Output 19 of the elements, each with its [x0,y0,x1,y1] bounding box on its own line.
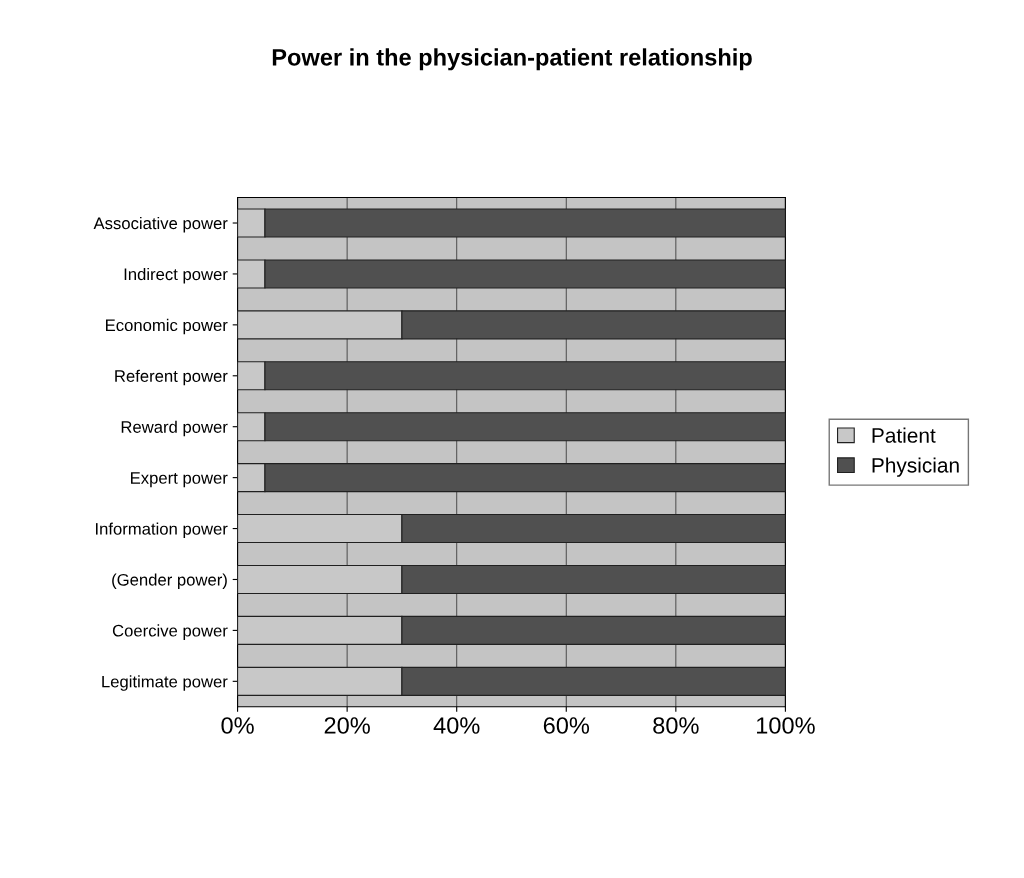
y-tick-label: Information power [96,522,228,539]
x-tick-label: 40% [433,717,480,734]
y-tick-label: Reward power [121,420,228,437]
x-tick-label: 0% [221,717,254,734]
y-tick-label: Associative power [93,216,228,233]
legend-label: Physician [872,457,959,477]
x-tick-label: 80% [653,717,699,734]
y-tick-label: Expert power [131,472,228,488]
x-tick-label: 20% [324,717,370,734]
legend-label: Patient [872,427,936,443]
y-tick-label: Legitimate power [102,675,228,691]
y-tick-label: Referent power [115,369,228,386]
chart-title: Power in the physician-patient relationship [272,48,752,71]
y-tick-label: Economic power [106,318,228,335]
y-tick-label: Coercive power [112,624,228,640]
y-tick-label: Indirect power [124,267,228,284]
x-tick-label: 60% [543,717,590,734]
y-tick-label: (Gender power) [112,573,227,589]
x-tick-label: 100% [757,717,815,734]
